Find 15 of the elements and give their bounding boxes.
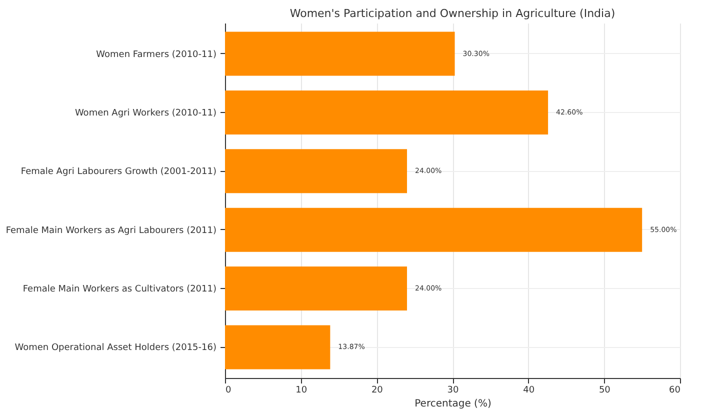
y-tick-label: Women Farmers (2010-11) (96, 50, 216, 60)
x-tick-label: 20 (371, 386, 384, 396)
y-tick-label: Women Agri Workers (2010-11) (74, 108, 216, 118)
x-tick-label: 60 (669, 386, 681, 396)
chart-title: Women's Participation and Ownership in Agriculture (India) (290, 7, 616, 20)
x-axis-title: Percentage (%) (414, 398, 492, 410)
x-tick-label: 0 (226, 386, 232, 396)
x-tick-label: 50 (598, 386, 611, 396)
x-tick-label: 40 (523, 386, 535, 396)
x-tick-label: 10 (296, 386, 308, 396)
x-tick-label: 30 (447, 386, 459, 396)
y-tick-label: Female Agri Labourers Growth (2001-2011) (20, 167, 216, 178)
y-tick-label: Female Main Workers as Cultivators (2011) (22, 284, 216, 295)
y-tick-label: Female Main Workers as Agri Labourers (2011) (6, 226, 216, 236)
y-tick-label: Women Operational Asset Holders (2015-16) (14, 343, 216, 354)
